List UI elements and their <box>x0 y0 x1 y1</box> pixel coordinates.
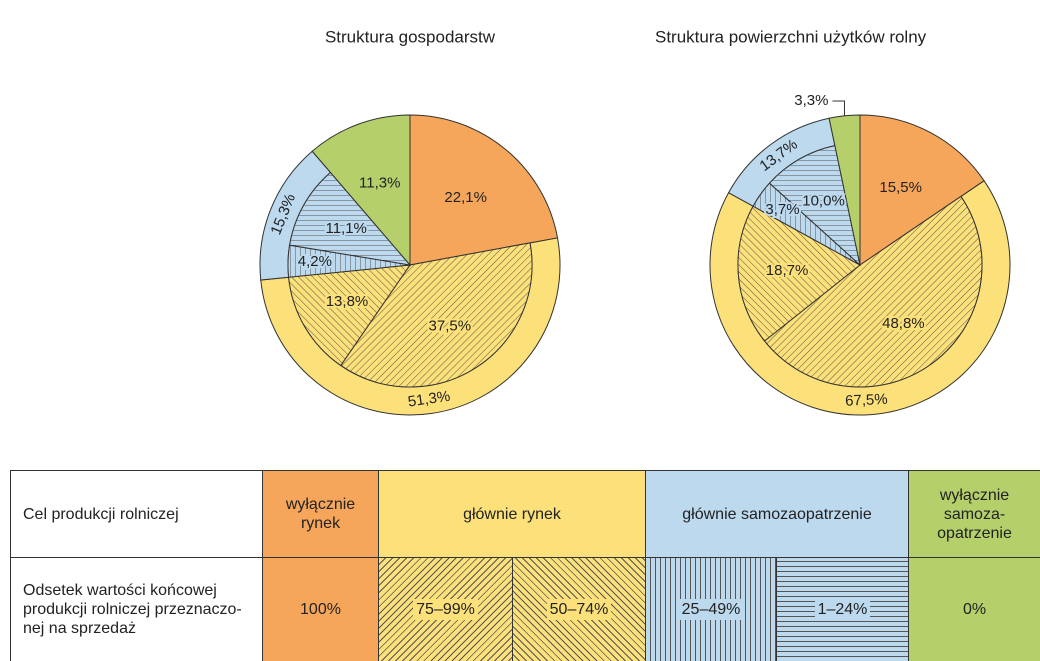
pie-slice <box>409 114 559 266</box>
legend-table: Cel produkcji rolniczej wyłącznie rynek … <box>10 470 1040 661</box>
pie-slice <box>288 264 412 367</box>
ring-label: 51,3% <box>407 388 452 411</box>
cell-text: 75–99% <box>413 599 478 620</box>
pie-slice <box>828 114 861 266</box>
slice-label: 13,8% <box>326 293 369 310</box>
slice-label: 22,1% <box>444 189 487 206</box>
ring-label: 67,5% <box>845 391 888 410</box>
header-cell: głównie rynek <box>379 471 646 558</box>
chart-title: Struktura gospodarstw <box>325 27 496 46</box>
pie-slice <box>763 195 983 388</box>
pie-slice <box>289 171 412 266</box>
slice-label: 10,0% <box>802 192 845 209</box>
chart-title: Struktura powierzchni użytków rolny <box>655 27 927 46</box>
header-cell: wyłącznie rynek <box>263 471 379 558</box>
cell-text: 50–74% <box>546 599 612 620</box>
pie-slice <box>859 114 985 266</box>
row-cell: 25–49% <box>646 558 777 661</box>
slice-label: 3,7% <box>765 201 799 218</box>
slice-label: 15,5% <box>879 179 922 196</box>
pie-slice <box>737 205 861 342</box>
header-cell: głównie samozaopatrzenie <box>646 471 909 558</box>
row-cell: 100% <box>263 558 379 661</box>
cell-text: 25–49% <box>678 599 744 620</box>
pie-slice <box>340 242 533 388</box>
row-cell: 50–74% <box>513 558 646 661</box>
leader-line <box>832 100 845 116</box>
slice-label: 37,5% <box>429 317 472 334</box>
charts: Struktura gospodarstw 22,1% 37,5% 13,8% 4,2%… <box>259 27 1011 416</box>
header-label: Cel produkcji rolniczej <box>11 471 263 558</box>
pie-slice <box>311 114 411 267</box>
slice-label: 11,1% <box>325 220 366 237</box>
slice-label: 11,3% <box>359 174 400 191</box>
row-label: Odsetek wartości końcowej produkcji roln… <box>11 558 263 661</box>
cell-text: 1–24% <box>814 599 871 620</box>
header-cell: wyłącznie samoza-opatrzenie <box>909 471 1040 558</box>
slice-label: 4,2% <box>298 253 332 270</box>
pie-slice <box>768 145 861 267</box>
slice-label: 18,7% <box>766 262 809 279</box>
row-cell: 0% <box>909 558 1040 661</box>
slice-label: 3,3% <box>794 92 828 109</box>
slice-label: 48,8% <box>882 315 925 332</box>
row-cell: 75–99% <box>379 558 513 661</box>
row-cell: 1–24% <box>777 558 909 661</box>
